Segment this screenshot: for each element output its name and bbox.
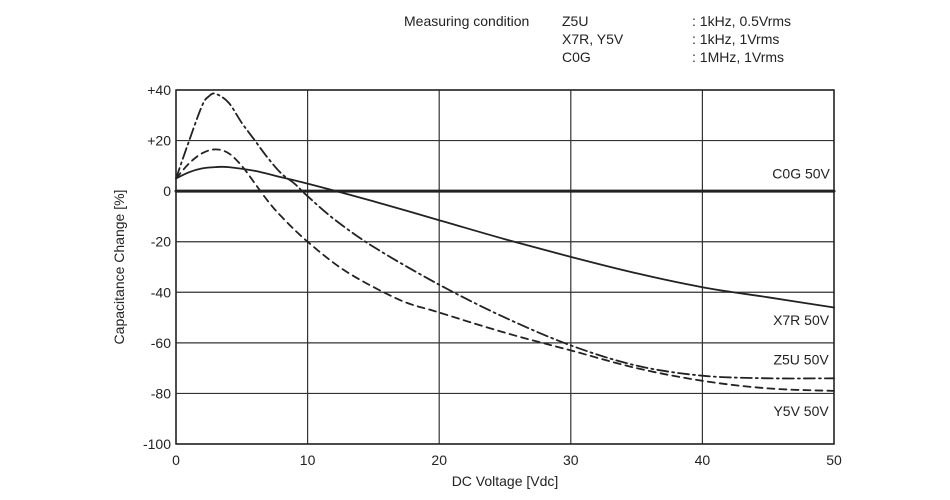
measuring-condition-title: Measuring condition: [404, 13, 530, 29]
y-tick-label: -40: [151, 284, 171, 300]
series-line-z5u-50v: [175, 92, 835, 380]
x-tick-label: 0: [172, 452, 180, 468]
tick-labels: 0 10 20 30 40 50 +40 +20 0 -20 -40 -60 -80 -100: [143, 82, 842, 468]
y-tick-label: +40: [147, 82, 171, 98]
curve-label-x7r-50v: X7R 50V: [773, 312, 830, 328]
condition-value-c0g: : 1MHz, 1Vrms: [692, 49, 785, 65]
curve-label-y5v-50v: Y5V 50V: [773, 403, 829, 419]
plot-frame: [175, 89, 835, 445]
x-tick-label: 30: [563, 452, 579, 468]
condition-class-z5u: Z5U: [562, 13, 589, 29]
curve-label-c0g-50v: C0G 50V: [772, 166, 830, 182]
x-tick-label: 40: [695, 452, 711, 468]
series-line-y5v-50v: [175, 148, 835, 392]
series-line-x7r-50v: [175, 165, 835, 309]
x-tick-label: 50: [826, 452, 842, 468]
curve-labels: C0G 50V X7R 50V Z5U 50V Y5V 50V: [772, 166, 830, 420]
x-tick-label: 20: [431, 452, 447, 468]
y-tick-label: -20: [151, 234, 171, 250]
y-tick-label: -60: [151, 335, 171, 351]
grid-lines: [175, 89, 835, 445]
y-axis-label: Capacitance Change [%]: [111, 190, 127, 345]
condition-value-z5u: : 1kHz, 0.5Vrms: [692, 13, 792, 29]
condition-class-c0g: C0G: [562, 49, 591, 65]
y-tick-label: 0: [163, 183, 171, 199]
condition-class-x7r-y5v: X7R, Y5V: [562, 31, 624, 47]
x-tick-label: 10: [300, 452, 316, 468]
curve-label-z5u-50v: Z5U 50V: [773, 351, 829, 367]
y-tick-label: +20: [147, 133, 171, 149]
y-tick-label: -80: [151, 385, 171, 401]
x-axis-label: DC Voltage [Vdc]: [452, 473, 559, 489]
series-lines: [174, 92, 836, 392]
y-tick-label: -100: [143, 436, 171, 452]
condition-value-x7r-y5v: : 1kHz, 1Vrms: [692, 31, 780, 47]
